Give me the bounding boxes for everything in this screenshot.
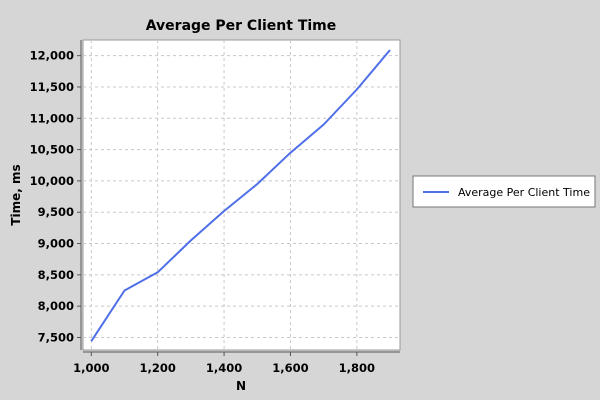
x-tick-label: 1,200	[139, 361, 175, 375]
y-tick-label: 10,000	[30, 174, 74, 188]
x-axis-title: N	[236, 379, 246, 393]
x-tick-label: 1,000	[73, 361, 109, 375]
tick-labels: 1,000 1,200 1,400 1,600 1,800 7,500 8,000 8,500…	[30, 49, 375, 375]
x-tick-label: 1,800	[339, 361, 375, 375]
plot-area	[82, 39, 401, 351]
y-tick-label: 10,500	[30, 143, 74, 157]
y-tick-label: 9,500	[38, 205, 74, 219]
y-tick-label: 8,000	[38, 299, 74, 313]
y-tick-label: 11,500	[30, 80, 74, 94]
y-axis-title: Time, ms	[9, 164, 23, 225]
legend-label: Average Per Client Time	[458, 186, 590, 199]
legend: Average Per Client Time	[412, 175, 596, 208]
x-tick-label: 1,400	[206, 361, 242, 375]
y-tick-label: 12,000	[30, 49, 74, 63]
x-tick-label: 1,600	[272, 361, 308, 375]
series-layer	[90, 49, 391, 342]
series-line	[90, 49, 391, 342]
chart-title: Average Per Client Time	[146, 18, 337, 34]
axes	[77, 40, 400, 356]
y-tick-label: 8,500	[38, 268, 74, 282]
grid-lines	[83, 40, 400, 350]
y-tick-label: 9,000	[38, 237, 74, 251]
y-tick-label: 11,000	[30, 111, 74, 125]
y-tick-label: 7,500	[38, 330, 74, 344]
